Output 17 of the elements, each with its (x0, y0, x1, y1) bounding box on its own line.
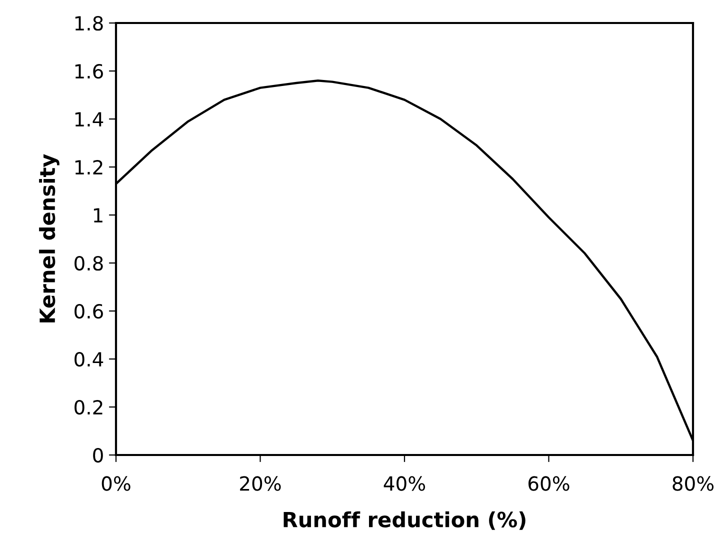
y-axis-title: Kernel density (39, 154, 60, 322)
y-tick-label: 0.6 (74, 304, 103, 319)
y-tick-label: 0 (93, 448, 103, 463)
y-tick-label: 0.2 (74, 400, 102, 415)
x-tick-label: 0% (102, 476, 130, 491)
x-tick-label: 60% (528, 476, 570, 491)
x-tick-label: 80% (672, 476, 714, 491)
y-tick-label: 1.2 (75, 160, 102, 174)
x-tick-label: 20% (240, 476, 281, 491)
y-tick-label: 0.4 (74, 352, 104, 367)
y-tick-label: 0.8 (74, 256, 103, 271)
y-tick-label: 1.4 (75, 112, 104, 126)
x-axis-title: Runoff reduction (%) (284, 511, 526, 530)
y-tick-label: 1.8 (75, 16, 103, 31)
y-tick-label: 1.6 (75, 64, 103, 79)
x-tick-label: 40% (384, 476, 426, 491)
y-tick-label: 1 (94, 208, 102, 222)
